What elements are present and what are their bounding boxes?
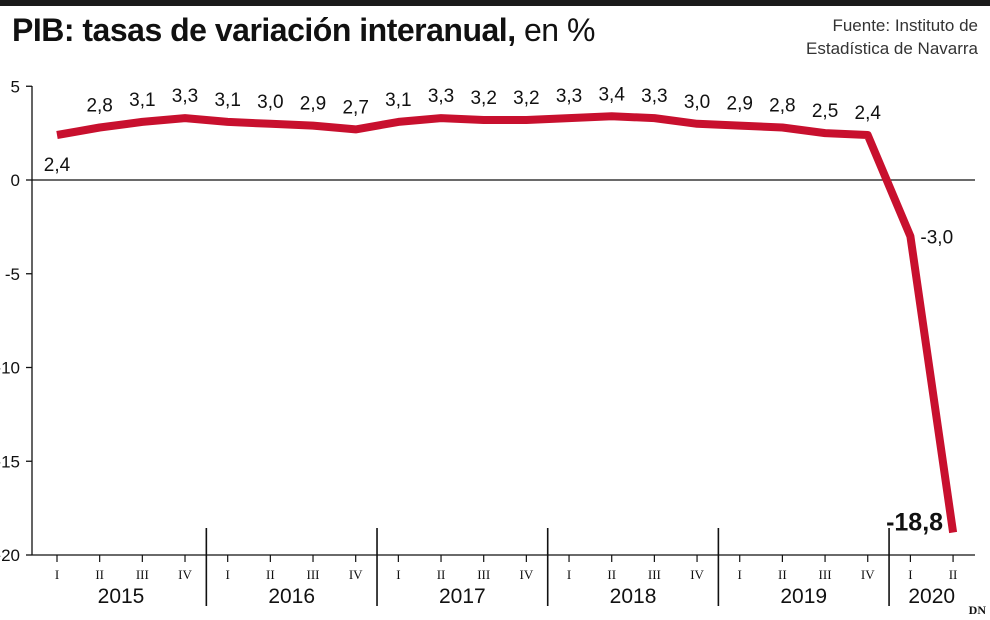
data-label: 3,3 xyxy=(556,86,582,107)
y-tick-label: 0 xyxy=(11,171,20,190)
source-note: Fuente: Instituto de Estadística de Nava… xyxy=(806,14,978,60)
quarter-label: IV xyxy=(349,567,363,582)
y-tick-label: -5 xyxy=(5,265,20,284)
data-label: 3,0 xyxy=(684,92,710,113)
year-label: 2019 xyxy=(780,585,827,608)
quarter-label: I xyxy=(226,567,230,582)
quarter-label: III xyxy=(136,567,149,582)
data-label: 3,1 xyxy=(129,90,155,111)
data-label: -18,8 xyxy=(886,509,943,537)
quarter-label: I xyxy=(567,567,571,582)
data-label: 3,2 xyxy=(470,88,496,109)
year-label: 2017 xyxy=(439,585,486,608)
y-tick-label: 5 xyxy=(11,77,20,96)
quarter-label: II xyxy=(607,567,616,582)
quarter-label: IV xyxy=(520,567,534,582)
quarter-label: II xyxy=(437,567,446,582)
quarter-label: III xyxy=(477,567,490,582)
publisher-logo: DN xyxy=(968,603,986,617)
data-label: 3,2 xyxy=(513,88,539,109)
source-line-1: Fuente: Instituto de xyxy=(832,16,978,35)
quarter-label: I xyxy=(396,567,400,582)
y-tick-label: -15 xyxy=(0,452,20,471)
data-label: 2,8 xyxy=(86,96,112,117)
quarter-label: II xyxy=(95,567,104,582)
data-label: 2,8 xyxy=(769,96,795,117)
top-rule xyxy=(0,0,990,6)
quarter-label: I xyxy=(738,567,742,582)
data-label: 2,9 xyxy=(727,94,753,115)
quarter-label: I xyxy=(55,567,59,582)
source-line-2: Estadística de Navarra xyxy=(806,39,978,58)
title-main: PIB: tasas de variación interanual, xyxy=(12,12,516,48)
year-label: 2020 xyxy=(908,585,955,608)
quarter-label: III xyxy=(648,567,661,582)
year-label: 2018 xyxy=(610,585,657,608)
data-label: 3,4 xyxy=(598,84,625,105)
data-label: -3,0 xyxy=(920,227,953,248)
y-tick-label: -10 xyxy=(0,359,20,378)
quarter-label: III xyxy=(819,567,832,582)
data-label: 3,0 xyxy=(257,92,283,113)
quarter-label: II xyxy=(778,567,787,582)
chart-title: PIB: tasas de variación interanual, en % xyxy=(12,10,595,50)
quarter-label: I xyxy=(908,567,912,582)
data-label: 3,3 xyxy=(428,86,454,107)
quarter-label: II xyxy=(949,567,958,582)
y-tick-label: -20 xyxy=(0,546,20,565)
data-label: 3,3 xyxy=(641,86,667,107)
quarter-label: IV xyxy=(178,567,192,582)
data-label: 3,3 xyxy=(172,86,198,107)
year-label: 2015 xyxy=(98,585,145,608)
quarter-label: IV xyxy=(861,567,875,582)
quarter-label: II xyxy=(266,567,275,582)
series-line xyxy=(56,112,958,534)
data-label: 2,7 xyxy=(342,97,368,118)
quarter-label: III xyxy=(307,567,320,582)
quarter-label: IV xyxy=(690,567,704,582)
title-unit: en % xyxy=(523,12,595,48)
data-label: 3,1 xyxy=(385,90,411,111)
data-label: 2,4 xyxy=(855,103,882,124)
data-label: 2,4 xyxy=(44,155,71,176)
data-label: 3,1 xyxy=(214,90,240,111)
year-label: 2016 xyxy=(268,585,315,608)
data-label: 2,9 xyxy=(300,94,326,115)
data-label: 2,5 xyxy=(812,101,838,122)
